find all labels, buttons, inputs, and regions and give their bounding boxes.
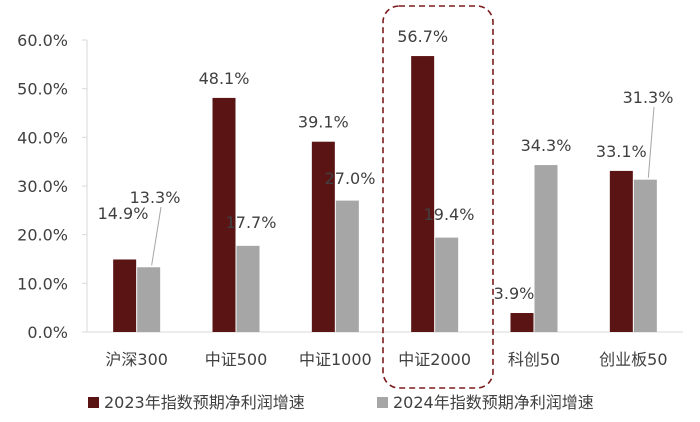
y-tick-label: 10.0% bbox=[17, 274, 68, 293]
x-category-label-cyb50: 创业板50 bbox=[599, 350, 667, 369]
bar-2024-zz500 bbox=[236, 245, 260, 332]
leader-line-hs300 bbox=[151, 206, 162, 266]
data-label-2023-zz1000: 39.1% bbox=[298, 113, 349, 132]
x-category-label-zz2000: 中证2000 bbox=[398, 350, 471, 369]
x-category-label-hs300: 沪深300 bbox=[105, 350, 168, 369]
legend-swatch-2023 bbox=[88, 397, 99, 408]
data-label-2024-zz500: 17.7% bbox=[226, 213, 277, 232]
bar-2023-zz2000 bbox=[411, 56, 435, 333]
leader-line-cyb50 bbox=[647, 106, 655, 178]
bar-2024-zz2000 bbox=[435, 237, 459, 332]
data-label-2024-hs300: 13.3% bbox=[130, 188, 181, 207]
y-tick-label: 20.0% bbox=[17, 226, 68, 245]
labels-layer: 14.9% 48.1% 39.1% 56.7% 3.9% 33.1% 13.3% 17.7% 2… bbox=[98, 27, 674, 303]
bar-2023-zz1000 bbox=[311, 141, 335, 332]
data-label-2024-kc50: 34.3% bbox=[521, 136, 572, 155]
legend-label-2023: 2023年指数预期净利润增速 bbox=[104, 393, 305, 412]
legend-swatch-2024 bbox=[377, 397, 388, 408]
bar-2023-hs300 bbox=[113, 259, 137, 332]
bars-layer bbox=[113, 56, 657, 333]
x-category-label-zz1000: 中证1000 bbox=[299, 350, 372, 369]
data-label-2024-zz1000: 27.0% bbox=[325, 169, 376, 188]
bar-2024-kc50 bbox=[534, 165, 558, 332]
data-label-2023-kc50: 3.9% bbox=[494, 284, 535, 303]
data-label-2023-zz500: 48.1% bbox=[199, 69, 250, 88]
legend: 2023年指数预期净利润增速 2024年指数预期净利润增速 bbox=[88, 393, 594, 412]
y-tick-label: 40.0% bbox=[17, 128, 68, 147]
bar-2023-kc50 bbox=[510, 313, 534, 332]
bar-2023-cyb50 bbox=[609, 170, 633, 332]
y-tick-label: 30.0% bbox=[17, 177, 68, 196]
bar-2024-zz1000 bbox=[335, 200, 359, 332]
legend-label-2024: 2024年指数预期净利润增速 bbox=[393, 393, 594, 412]
data-label-2023-cyb50: 33.1% bbox=[596, 142, 647, 161]
data-label-2024-cyb50: 31.3% bbox=[623, 88, 674, 107]
data-label-2023-zz2000: 56.7% bbox=[397, 27, 448, 46]
bar-2024-cyb50 bbox=[633, 179, 657, 332]
data-label-2024-zz2000: 19.4% bbox=[424, 205, 475, 224]
axis-layer: 0.0% 10.0% 20.0% 30.0% 40.0% 50.0% 60.0% 沪深300 中… bbox=[17, 31, 683, 369]
y-tick-label: 0.0% bbox=[27, 323, 68, 342]
y-tick-label: 60.0% bbox=[17, 31, 68, 50]
data-label-2023-hs300: 14.9% bbox=[98, 204, 149, 223]
bar-2024-hs300 bbox=[137, 267, 161, 332]
x-category-label-zz500: 中证500 bbox=[205, 350, 268, 369]
highlight-box bbox=[382, 5, 494, 389]
x-category-label-kc50: 科创50 bbox=[508, 350, 560, 369]
bar-2023-zz500 bbox=[212, 97, 236, 332]
y-tick-label: 50.0% bbox=[17, 80, 68, 99]
